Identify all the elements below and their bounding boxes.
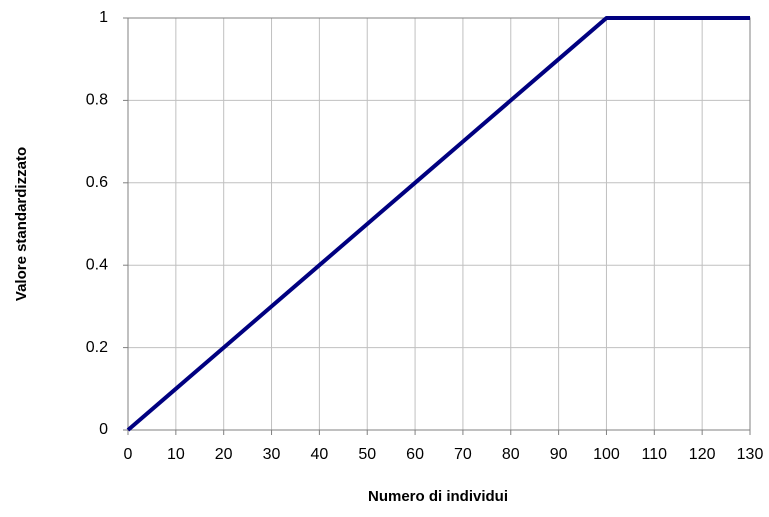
x-tick-label: 30 (263, 446, 281, 463)
y-tick-label: 0.6 (86, 174, 108, 191)
x-tick-label: 70 (454, 446, 472, 463)
x-axis-title: Numero di individui (368, 488, 508, 505)
x-tick-label: 110 (642, 446, 668, 463)
x-tick-label: 130 (737, 446, 764, 463)
x-tick-label: 90 (550, 446, 568, 463)
y-tick-label: 0.4 (86, 256, 108, 273)
y-tick-label: 0 (99, 421, 108, 438)
x-tick-label: 50 (358, 446, 376, 463)
x-tick-label: 60 (406, 446, 424, 463)
x-tick-label: 80 (502, 446, 520, 463)
plot-border (127, 17, 751, 431)
x-tick-label: 20 (215, 446, 233, 463)
x-tick-label: 100 (593, 446, 620, 463)
y-tick-label: 1 (99, 9, 108, 26)
x-tick-label: 40 (310, 446, 328, 463)
x-tick-label: 120 (689, 446, 716, 463)
y-tick-label: 0.8 (86, 92, 108, 109)
data-line (126, 16, 750, 432)
y-tick-label: 0.2 (86, 339, 108, 356)
x-tick-label: 10 (167, 446, 185, 463)
x-tick-label: 0 (124, 446, 133, 463)
y-axis-title: Valore standardizzato (13, 147, 30, 301)
